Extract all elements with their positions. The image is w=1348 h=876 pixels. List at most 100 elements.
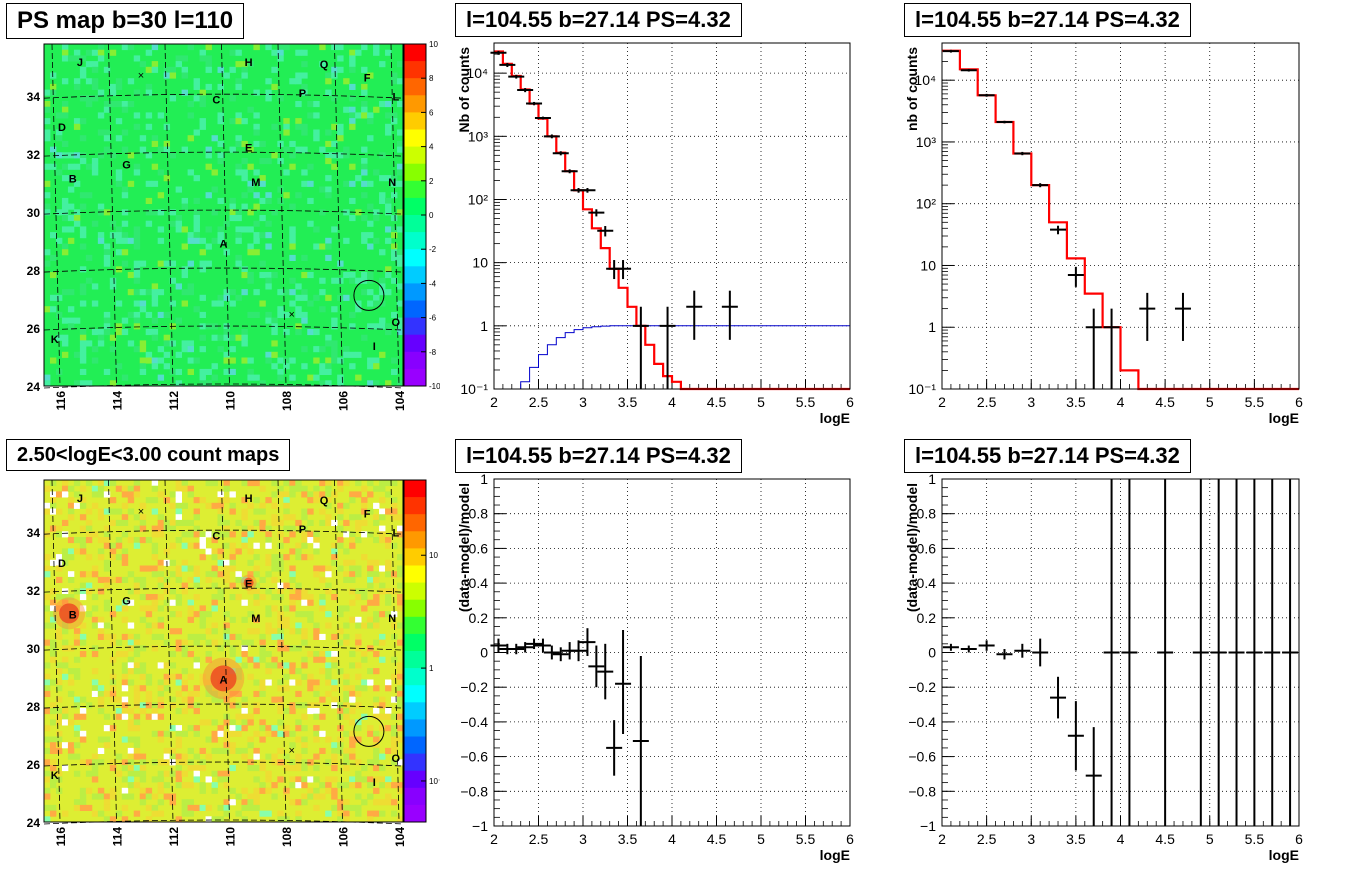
x-tick-label: 5.5 (1245, 831, 1265, 847)
map-pixel (157, 226, 165, 233)
map-pixel (127, 599, 135, 606)
map-pixel (385, 175, 392, 182)
map-pixel (61, 351, 69, 358)
map-pixel (127, 793, 135, 800)
map-pixel (181, 651, 188, 658)
map-pixel (379, 101, 386, 108)
map-pixel (337, 525, 344, 532)
map-pixel (103, 816, 111, 823)
map-pixel (307, 497, 314, 504)
map-pixel (121, 804, 129, 811)
map-pixel (289, 357, 296, 364)
lon-gridline (221, 479, 230, 823)
map-pixel (199, 49, 206, 56)
map-pixel (355, 565, 362, 572)
map-pixel (217, 531, 224, 538)
map-pixel (331, 656, 338, 663)
map-pixel (259, 690, 266, 697)
map-pixel (151, 804, 159, 811)
source-label-N: N (388, 177, 396, 189)
colorbar-tick-label: 6 (429, 108, 434, 117)
map-pixel (61, 554, 69, 561)
map-pixel (175, 519, 183, 526)
map-pixel (79, 759, 87, 766)
map-pixel (331, 95, 338, 102)
map-pixel (49, 502, 57, 509)
map-pixel (247, 656, 254, 663)
map-pixel (193, 753, 200, 760)
colorbar-segment (404, 44, 426, 62)
map-pixel (379, 582, 386, 589)
map-pixel (367, 816, 374, 823)
map-pixel (313, 346, 320, 353)
map-pixel (325, 294, 332, 301)
map-pixel (271, 272, 278, 279)
map-pixel (151, 554, 159, 561)
map-pixel (265, 78, 272, 85)
lat-gridline (43, 267, 404, 273)
map-pixel (397, 226, 404, 233)
map-pixel (307, 776, 314, 783)
map-pixel (175, 283, 183, 290)
x-tick-label: 5.5 (1245, 394, 1265, 410)
map-pixel (97, 334, 105, 341)
map-pixel (193, 770, 200, 777)
map-pixel (379, 656, 386, 663)
map-pixel (109, 283, 117, 290)
map-pixel (91, 765, 99, 772)
map-pixel (44, 118, 51, 125)
map-pixel (229, 215, 236, 222)
map-pixel (91, 685, 99, 692)
map-pixel (217, 112, 224, 119)
map-pixel (391, 713, 398, 720)
map-pixel (205, 651, 212, 658)
map-pixel (265, 497, 272, 504)
map-pixel (259, 782, 266, 789)
colorbar-segment (404, 548, 426, 566)
map-pixel (385, 565, 392, 572)
map-pixel (175, 736, 183, 743)
map-pixel (139, 605, 147, 612)
map-pixel (331, 317, 338, 324)
map-pixel (289, 565, 296, 572)
map-pixel (44, 685, 51, 692)
map-pixel (307, 112, 314, 119)
map-pixel (109, 152, 117, 159)
map-pixel (385, 380, 392, 387)
map-pixel (121, 759, 129, 766)
map-pixel (295, 753, 302, 760)
map-pixel (307, 611, 314, 618)
map-pixel (121, 502, 129, 509)
map-pixel (253, 140, 260, 147)
map-pixel (265, 272, 272, 279)
source-label-L: L (392, 91, 399, 103)
map-pixel (253, 123, 260, 130)
map-pixel (349, 66, 356, 73)
map-pixel (121, 651, 129, 658)
map-pixel (289, 576, 296, 583)
lat-gridline (43, 151, 404, 157)
colorbar-segment (404, 215, 426, 233)
map-pixel (295, 582, 302, 589)
map-pixel (223, 334, 230, 341)
map-pixel (229, 334, 236, 341)
map-pixel (325, 519, 332, 526)
map-pixel (385, 782, 392, 789)
map-pixel (44, 622, 51, 629)
x-tick-label: 4 (1117, 394, 1125, 410)
map-pixel (295, 719, 302, 726)
map-pixel (331, 140, 338, 147)
map-pixel (319, 306, 326, 313)
map-pixel (301, 588, 308, 595)
map-pixel (373, 708, 380, 715)
map-pixel (109, 49, 117, 56)
map-pixel (343, 673, 350, 680)
map-pixel (73, 123, 81, 130)
map-pixel (151, 357, 159, 364)
map-pixel (91, 158, 99, 165)
map-pixel (373, 611, 380, 618)
map-pixel (367, 380, 374, 387)
map-pixel (193, 685, 200, 692)
map-pixel (355, 776, 362, 783)
map-pixel (145, 594, 153, 601)
